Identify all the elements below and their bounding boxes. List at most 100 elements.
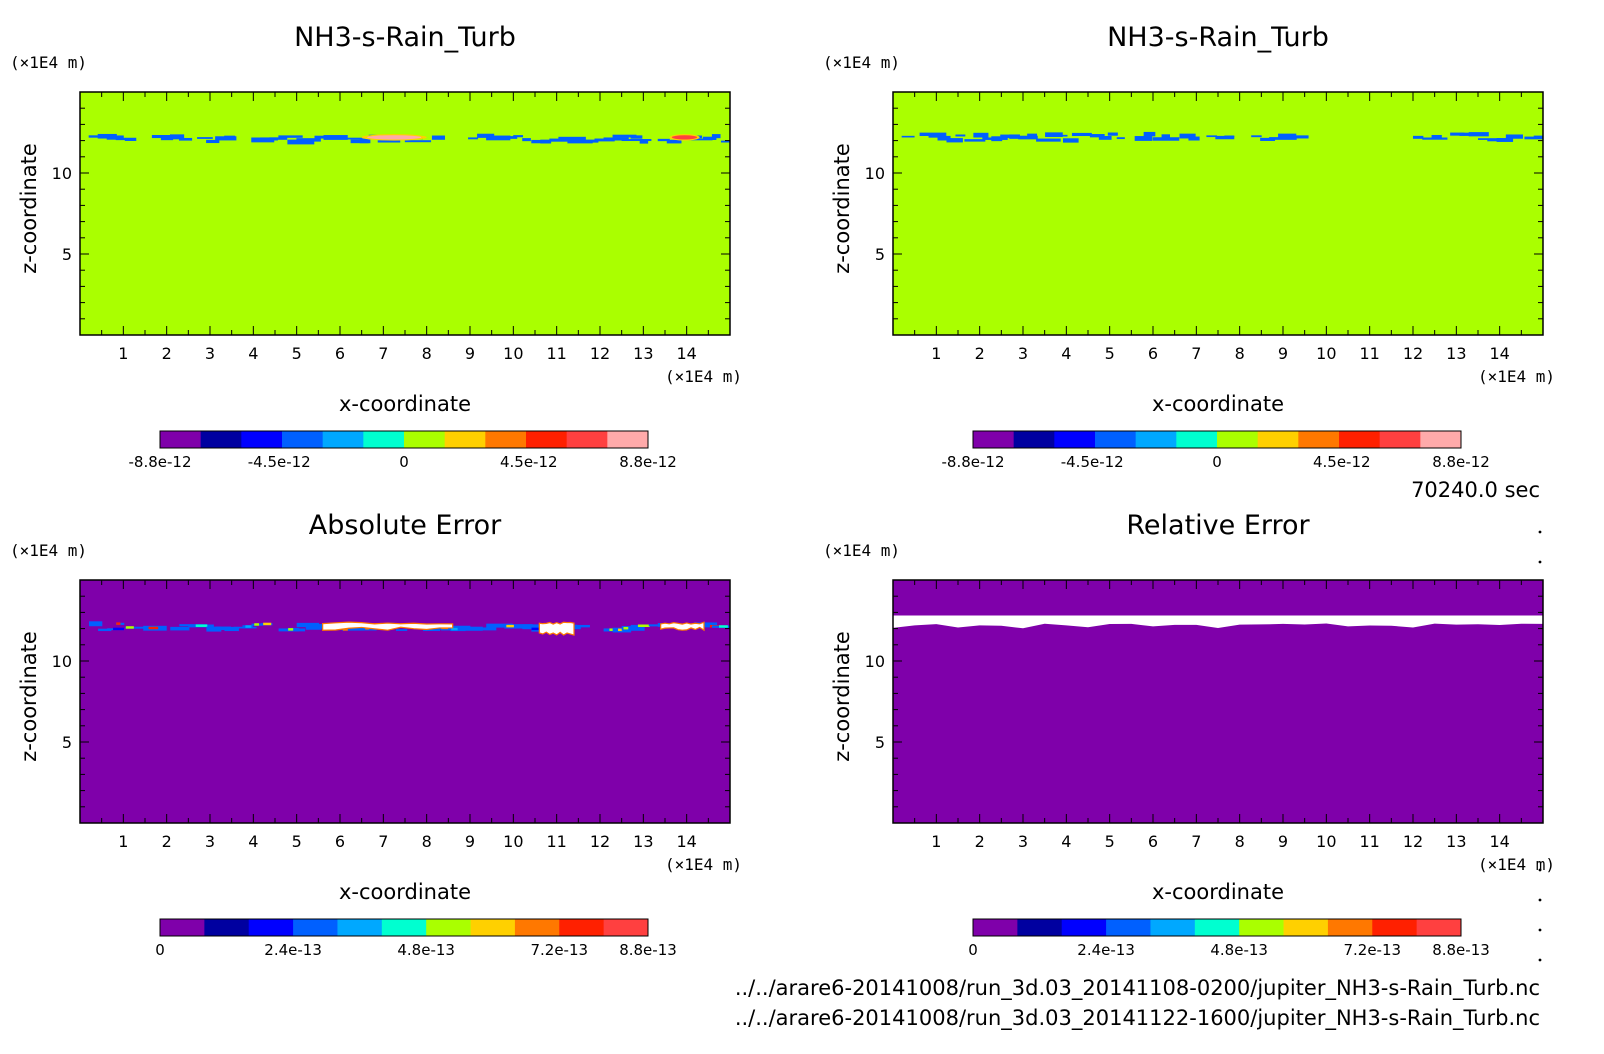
streak-segment: [991, 136, 1003, 142]
x-tick-label: 1: [118, 832, 128, 851]
streak-segment: [395, 629, 408, 631]
streak-segment: [477, 133, 495, 138]
colorbar-segment: [1095, 431, 1137, 448]
colorbar-segment: [1135, 431, 1177, 448]
colorbar-label: 8.8e-13: [1432, 941, 1490, 959]
streak-segment: [1009, 134, 1020, 139]
colorbar-segment: [1176, 431, 1218, 448]
colorbar-segment: [1283, 919, 1329, 936]
colorbar-segment: [559, 919, 605, 936]
x-tick-label: 5: [1105, 344, 1115, 363]
x-tick-label: 10: [503, 832, 523, 851]
saturated-region: [660, 621, 705, 632]
colorbar-frame: [159, 430, 649, 449]
x-tick-label: 6: [1148, 832, 1158, 851]
streak-segment: [125, 626, 146, 629]
x-tick-label: 12: [590, 344, 610, 363]
streak-segment: [1215, 135, 1235, 140]
streak-segment: [260, 137, 278, 141]
plot-background: [80, 580, 730, 823]
colorbar-segment: [973, 431, 1015, 448]
streak-segment: [169, 134, 185, 140]
colorbar-label: 4.8e-13: [1210, 941, 1268, 959]
streak-segment: [558, 136, 586, 141]
panel-title: Absolute Error: [309, 510, 502, 541]
streak-segment: [522, 138, 531, 142]
streak-segment: [1000, 134, 1016, 139]
streak-segment: [1188, 136, 1200, 141]
streak-segment: [1107, 132, 1118, 136]
x-tick-label: 5: [292, 832, 302, 851]
streak-segment: [504, 624, 533, 629]
streak-segment: [1468, 132, 1489, 137]
streak-fleck: [116, 622, 121, 625]
x-tick-label: 10: [1316, 832, 1336, 851]
y-axis-label: z-coordinate: [830, 143, 854, 274]
x-unit-label: (×1E4 m): [1478, 367, 1555, 386]
streak-segment: [1071, 132, 1092, 137]
streak-segment: [1179, 133, 1196, 139]
streak-fleck: [451, 627, 458, 631]
file-path-2: ../../arare6-20141008/run_3d.03_20141122…: [735, 1006, 1540, 1031]
streak-segment: [1533, 135, 1543, 139]
y-tick-label: 5: [875, 733, 885, 752]
x-tick-label: 3: [1018, 832, 1028, 851]
colorbar-label: -8.8e-12: [942, 453, 1005, 471]
streak-segment: [576, 139, 599, 143]
panel-title: Relative Error: [1126, 510, 1310, 541]
streak-segment: [431, 135, 445, 140]
colorbar-segment: [1054, 431, 1096, 448]
colorbar-label: 4.5e-12: [1313, 453, 1371, 471]
streak-segment: [1089, 134, 1105, 138]
colorbar-label: 8.8e-13: [619, 941, 677, 959]
streak-segment: [296, 622, 320, 628]
colorbar-label: 7.2e-13: [530, 941, 588, 959]
colorbar-label: 8.8e-12: [1432, 453, 1490, 471]
streak-segment: [901, 135, 915, 138]
colorbar-label: 4.5e-12: [500, 453, 558, 471]
streak-segment: [612, 134, 637, 138]
y-tick-label: 10: [865, 164, 885, 183]
streak-segment: [720, 140, 730, 143]
colorbar-label: 2.4e-13: [264, 941, 322, 959]
colorbar-segment: [1372, 919, 1418, 936]
colorbar-label: 4.8e-13: [397, 941, 455, 959]
colorbar-segment: [444, 431, 486, 448]
colorbar-segment: [526, 431, 568, 448]
streak-segment: [1134, 136, 1153, 141]
streak-segment: [468, 137, 478, 140]
streak-segment: [1459, 132, 1475, 136]
x-tick-label: 14: [676, 832, 696, 851]
x-tick-label: 6: [335, 344, 345, 363]
colorbar-segment: [1298, 431, 1340, 448]
y-tick-label: 10: [52, 652, 72, 671]
x-tick-label: 4: [1061, 832, 1071, 851]
x-tick-label: 3: [205, 344, 215, 363]
streak-segment: [630, 135, 643, 139]
streak-segment: [224, 135, 236, 139]
streak-segment: [1431, 134, 1442, 140]
panel-title: NH3-s-Rain_Turb: [1107, 22, 1329, 53]
x-axis-label: x-coordinate: [1152, 392, 1284, 416]
streak-segment: [1054, 134, 1068, 137]
streak-segment: [287, 139, 315, 145]
streak-segment: [450, 627, 466, 632]
streak-segment: [377, 140, 401, 143]
streak-segment: [1496, 138, 1514, 142]
x-tick-label: 13: [1446, 344, 1466, 363]
plot-background: [893, 92, 1543, 335]
streak-segment: [160, 136, 174, 141]
streak-fleck: [113, 627, 125, 631]
streak-segment: [287, 627, 299, 632]
streak-segment: [206, 139, 220, 144]
x-tick-label: 11: [546, 832, 566, 851]
panel-1: NH3-s-Rain_Turb(×1E4 m)(×1E4 m)1 2 3 4 5 6 7 8 9…: [10, 22, 742, 471]
colorbar-segment: [241, 431, 283, 448]
colorbar-label: 8.8e-12: [619, 453, 677, 471]
colorbar-segment: [1106, 919, 1151, 936]
streak-segment: [269, 137, 288, 140]
streak-fleck: [245, 625, 252, 628]
colorbar-segment: [603, 919, 649, 936]
colorbar-segment: [293, 919, 338, 936]
streak-segment: [98, 628, 112, 632]
